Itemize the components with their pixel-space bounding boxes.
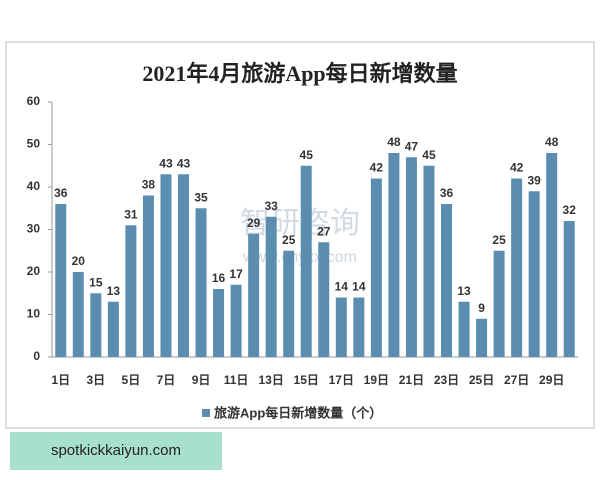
bar <box>405 157 417 357</box>
data-label: 27 <box>317 224 331 238</box>
bar <box>493 250 505 357</box>
data-label: 43 <box>159 156 173 170</box>
data-label: 13 <box>107 284 121 298</box>
data-label: 47 <box>405 139 419 153</box>
x-tick-label: 5日 <box>122 373 141 387</box>
bar <box>458 301 470 357</box>
bar <box>125 225 137 357</box>
data-label: 17 <box>229 267 243 281</box>
x-tick-label: 17日 <box>329 373 354 387</box>
bar <box>370 178 382 357</box>
bar <box>195 208 207 357</box>
bar <box>335 297 347 357</box>
bar <box>230 284 242 357</box>
x-tick-label: 15日 <box>294 373 319 387</box>
bar <box>72 272 84 357</box>
data-label: 39 <box>527 173 541 187</box>
x-tick-label: 11日 <box>224 373 249 387</box>
bar <box>142 195 154 357</box>
bar <box>353 297 365 357</box>
x-tick-label: 19日 <box>364 373 389 387</box>
chart: 2021年4月旅游App每日新增数量 智研咨询 www.chyxx.com 01… <box>5 41 595 429</box>
data-label: 9 <box>478 301 485 315</box>
data-label: 25 <box>282 233 296 247</box>
bar <box>248 233 260 357</box>
data-label: 35 <box>194 190 208 204</box>
footer-banner: spotkickkaiyun.com <box>10 432 222 470</box>
bar <box>441 204 452 357</box>
watermark: 智研咨询 <box>240 207 360 240</box>
legend-swatch <box>202 409 210 417</box>
data-label: 14 <box>335 280 349 294</box>
chart-frame <box>5 41 595 429</box>
data-label: 32 <box>563 203 577 217</box>
bar <box>283 250 295 357</box>
y-tick-label: 20 <box>27 264 41 278</box>
data-label: 48 <box>387 135 401 149</box>
y-tick-label: 60 <box>27 94 41 108</box>
bar <box>563 221 575 357</box>
bar <box>300 165 312 357</box>
y-tick-label: 0 <box>33 349 40 363</box>
data-label: 29 <box>247 216 261 230</box>
bar <box>318 242 330 357</box>
bar <box>90 293 102 357</box>
data-label: 25 <box>492 233 506 247</box>
x-tick-label: 23日 <box>434 373 459 387</box>
y-tick-label: 10 <box>27 307 41 321</box>
bar <box>546 153 558 357</box>
data-label: 36 <box>440 186 454 200</box>
bar <box>178 174 189 357</box>
legend-label: 旅游App每日新增数量（个） <box>214 405 382 420</box>
x-tick-label: 1日 <box>51 373 70 387</box>
y-tick-label: 30 <box>27 222 41 236</box>
data-label: 48 <box>545 135 559 149</box>
x-tick-label: 3日 <box>86 373 105 387</box>
data-label: 45 <box>422 148 436 162</box>
data-label: 33 <box>264 199 278 213</box>
x-tick-label: 9日 <box>192 373 211 387</box>
bar <box>423 165 435 357</box>
data-label: 31 <box>124 207 138 221</box>
data-label: 20 <box>72 254 86 268</box>
x-tick-label: 21日 <box>399 373 424 387</box>
bar <box>511 178 523 357</box>
bar <box>55 204 67 357</box>
y-tick-label: 50 <box>27 137 41 151</box>
y-tick-label: 40 <box>27 179 41 193</box>
x-tick-label: 7日 <box>157 373 176 387</box>
bar <box>213 289 225 357</box>
bar <box>265 216 277 357</box>
bar <box>476 318 488 357</box>
data-label: 16 <box>212 271 226 285</box>
bar <box>388 153 400 357</box>
data-label: 15 <box>89 275 103 289</box>
data-label: 42 <box>370 161 384 175</box>
x-tick-label: 27日 <box>504 373 529 387</box>
x-tick-label: 13日 <box>258 373 283 387</box>
data-label: 13 <box>457 284 471 298</box>
data-label: 42 <box>510 161 524 175</box>
watermark-url: www.chyxx.com <box>242 249 357 266</box>
data-label: 14 <box>352 280 366 294</box>
x-tick-label: 25日 <box>469 373 494 387</box>
x-tick-label: 29日 <box>539 373 564 387</box>
bar <box>107 301 119 357</box>
data-label: 38 <box>142 178 156 192</box>
data-label: 45 <box>300 148 314 162</box>
chart-title: 2021年4月旅游App每日新增数量 <box>142 61 457 86</box>
bar <box>160 174 172 357</box>
bar <box>528 191 540 357</box>
data-label: 36 <box>54 186 68 200</box>
data-label: 43 <box>177 156 191 170</box>
